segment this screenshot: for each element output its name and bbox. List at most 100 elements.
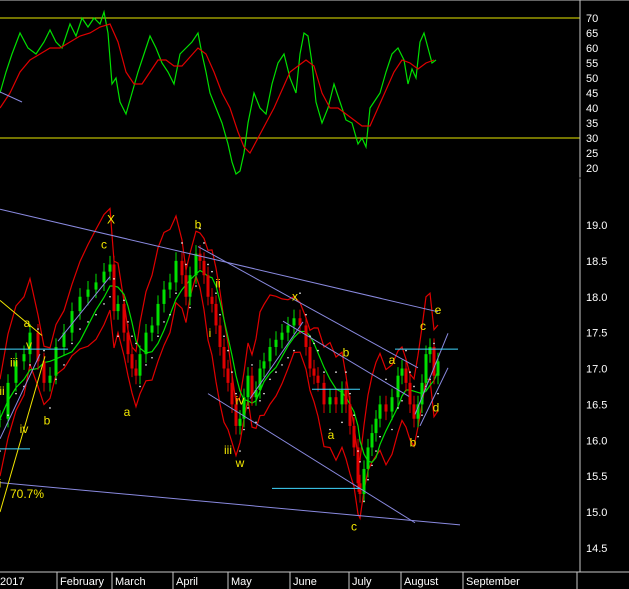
month-label: July — [352, 576, 372, 588]
candle-body — [144, 332, 148, 355]
trail-dot — [145, 364, 147, 366]
candle-body — [230, 382, 234, 405]
trail-dot — [0, 450, 1, 452]
candle-body — [122, 303, 126, 333]
candle-body — [222, 346, 226, 369]
trail-dot — [117, 335, 119, 338]
trendline-7 — [249, 321, 304, 399]
candle-body — [304, 325, 308, 347]
month-label: June — [293, 576, 317, 588]
candle-body — [218, 325, 222, 347]
osc-tick-label: 40 — [586, 103, 598, 115]
trail-dot — [79, 328, 81, 330]
trail-dot — [421, 414, 423, 416]
trail-dot — [353, 414, 355, 416]
candle-body — [436, 361, 440, 376]
candle-body — [286, 325, 290, 333]
wave-label: x — [292, 289, 298, 303]
trail-dot — [243, 428, 245, 431]
wave-label: c — [351, 520, 357, 534]
candle-body — [268, 346, 272, 362]
candle-body — [328, 397, 332, 405]
month-label: April — [176, 576, 198, 588]
trendline-2 — [207, 393, 416, 524]
trendline-6 — [57, 276, 111, 342]
candle-body — [162, 289, 166, 304]
candle-body — [54, 346, 58, 376]
trail-dot — [63, 364, 65, 366]
trail-dot — [87, 321, 89, 323]
trail-dot — [235, 392, 237, 395]
price-tick-label: 18.5 — [586, 256, 607, 268]
candle-body — [130, 354, 134, 369]
wave-label: X — [107, 213, 115, 227]
osc-tick-label: 25 — [586, 148, 598, 160]
candle-body — [112, 264, 116, 312]
trail-dot — [391, 428, 393, 431]
trail-dot — [139, 385, 141, 388]
wave-label: b — [343, 345, 350, 359]
candle-body — [238, 418, 242, 426]
candle-body — [48, 375, 52, 383]
price-tick-label: 14.5 — [586, 543, 607, 555]
price-axis: 20 25 30 35 40 45 50 55 60 65 70 14.5 15.0 15.5 16.0 16… — [579, 0, 608, 572]
candle-body — [0, 418, 2, 420]
trail-dot — [135, 342, 137, 345]
trail-dot — [317, 349, 319, 352]
trail-dot — [357, 450, 359, 452]
wave-label: w — [235, 456, 245, 470]
candle-body — [292, 318, 296, 326]
candle-body — [70, 311, 74, 333]
wave-label: c — [420, 319, 426, 333]
wave-label: i — [209, 326, 212, 340]
trail-dot — [55, 378, 57, 381]
candle-body — [116, 303, 120, 312]
trail-dot — [247, 407, 249, 409]
trail-dot — [263, 392, 265, 395]
trail-dot — [367, 478, 369, 481]
trendline-3 — [197, 246, 419, 369]
trail-dot — [195, 285, 197, 287]
wave-label: ii — [215, 276, 220, 290]
trail-dot — [123, 299, 125, 302]
trail-dot — [239, 450, 241, 452]
trendline-9 — [419, 367, 449, 427]
candle-body — [420, 382, 424, 405]
trail-dot — [211, 270, 213, 273]
trendline-4 — [282, 320, 410, 397]
trail-dot — [255, 421, 257, 424]
trail-dot — [401, 399, 403, 402]
wave-label: iv — [20, 422, 29, 436]
osc-tick-label: 55 — [586, 58, 598, 70]
candle-body — [94, 282, 98, 290]
moving-average — [0, 269, 439, 464]
candle-body — [242, 397, 246, 419]
candle-body — [356, 447, 360, 484]
trail-dot — [259, 399, 261, 402]
trail-dot — [95, 313, 97, 316]
trail-dot — [37, 328, 39, 330]
candle-body — [298, 318, 302, 326]
wave-label: d — [433, 401, 440, 415]
candle-body — [366, 447, 370, 469]
trail-dot — [203, 242, 205, 244]
price-tick-label: 16.5 — [586, 399, 607, 411]
trail-dot — [109, 295, 111, 298]
trail-dot — [113, 278, 115, 280]
oscillator-trendline — [0, 91, 23, 103]
candle-body — [416, 404, 420, 419]
trail-dot — [163, 321, 165, 323]
trendline-10 — [0, 299, 43, 336]
trail-dot — [185, 263, 187, 266]
trail-dot — [151, 356, 153, 359]
wave-label: v — [26, 338, 32, 352]
candle-body — [254, 390, 258, 398]
trail-dot — [7, 414, 9, 416]
trail-dot — [341, 421, 343, 424]
trendline-1 — [0, 482, 461, 526]
trail-dot — [175, 292, 177, 294]
candle-body — [174, 260, 178, 283]
trail-dot — [335, 371, 337, 373]
price-tick-label: 17.5 — [586, 328, 607, 340]
candle-body — [78, 296, 82, 312]
